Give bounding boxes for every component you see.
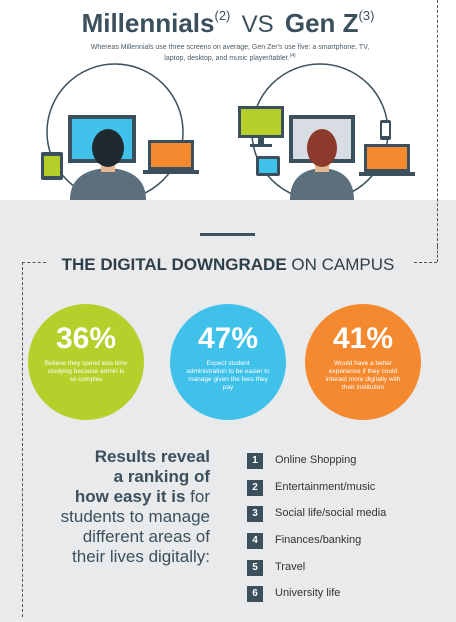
ranking-item: 4 Finances/banking [247,533,447,551]
tv-icon [238,106,284,147]
ranking-item: 1 Online Shopping [247,453,447,471]
footnote-ref: (2) [214,8,231,23]
rank-number: 3 [247,506,263,522]
rank-label: Online Shopping [275,454,357,466]
section-title-strong: THE DIGITAL DOWNGRADE [61,255,287,274]
results-line: how easy it is for [30,487,210,507]
dotted-line [437,246,438,262]
dotted-line [22,262,46,263]
laptop-icon [143,140,199,174]
results-line: Results reveal [94,447,210,466]
stat-description: Believe they spend less time studying be… [44,360,128,383]
rank-label: Travel [275,561,306,573]
subtitle-text: Whereas Millennials use three screens on… [90,44,370,62]
dotted-line [414,262,437,263]
stat-circle-orange: 41% Would have a better experience if th… [305,304,421,420]
rank-number: 4 [247,533,263,549]
results-line: students to manage [60,507,210,526]
results-line: their lives digitally: [72,547,210,566]
genz-person-icon [290,129,354,200]
devices-illustration [41,63,415,200]
dotted-line [22,262,23,617]
stat-value: 36% [55,322,117,355]
stat-circle-blue: 47% Expect student administration to be … [170,304,286,420]
subtitle: Whereas Millennials use three screens on… [90,43,370,63]
stat-circle-green: 36% Believe they spend less time studyin… [28,304,144,420]
results-line: different areas of [82,527,210,546]
rank-label: University life [275,587,341,599]
section-title: THE DIGITAL DOWNGRADE ON CAMPUS [0,255,456,275]
results-heading: Results reveal a ranking of how easy it … [30,447,210,567]
rank-number: 6 [247,586,263,602]
rank-label: Social life/social media [275,507,387,519]
section-title-light: ON CAMPUS [291,255,395,274]
rank-number: 5 [247,560,263,576]
tablet-icon [41,152,63,180]
laptop-icon [359,144,415,176]
page-title: Millennials(2) VS Gen Z(3) [0,8,456,39]
ranking-item: 3 Social life/social media [247,506,447,524]
dotted-line [437,0,438,246]
rank-label: Finances/banking [275,534,362,546]
ranking-item: 6 University life [247,586,447,604]
vs-label: VS [241,11,274,38]
music-player-icon [256,156,280,176]
millennial-person-icon [70,129,146,200]
footnote-ref: (4) [289,53,296,59]
rank-number: 2 [247,480,263,496]
smartphone-icon [380,120,391,140]
rank-number: 1 [247,453,263,469]
results-line: a ranking of [113,467,210,486]
millennials-title: Millennials [81,8,215,38]
top-section: Millennials(2) VS Gen Z(3) Whereas Mille… [0,0,456,200]
results-line-rest: for [190,487,210,506]
section-divider-bar [200,233,255,236]
footnote-ref: (3) [358,8,375,23]
genz-title: Gen Z [284,8,359,38]
rank-label: Entertainment/music [275,481,376,493]
stat-description: Expect student administration to be easi… [186,360,270,391]
stat-value: 47% [197,322,259,355]
stat-description: Would have a better experience if they c… [325,360,401,391]
ranking-item: 2 Entertainment/music [247,480,447,498]
ranking-item: 5 Travel [247,560,447,578]
results-emphasis: how easy it is [74,487,186,506]
stat-value: 41% [332,322,394,355]
